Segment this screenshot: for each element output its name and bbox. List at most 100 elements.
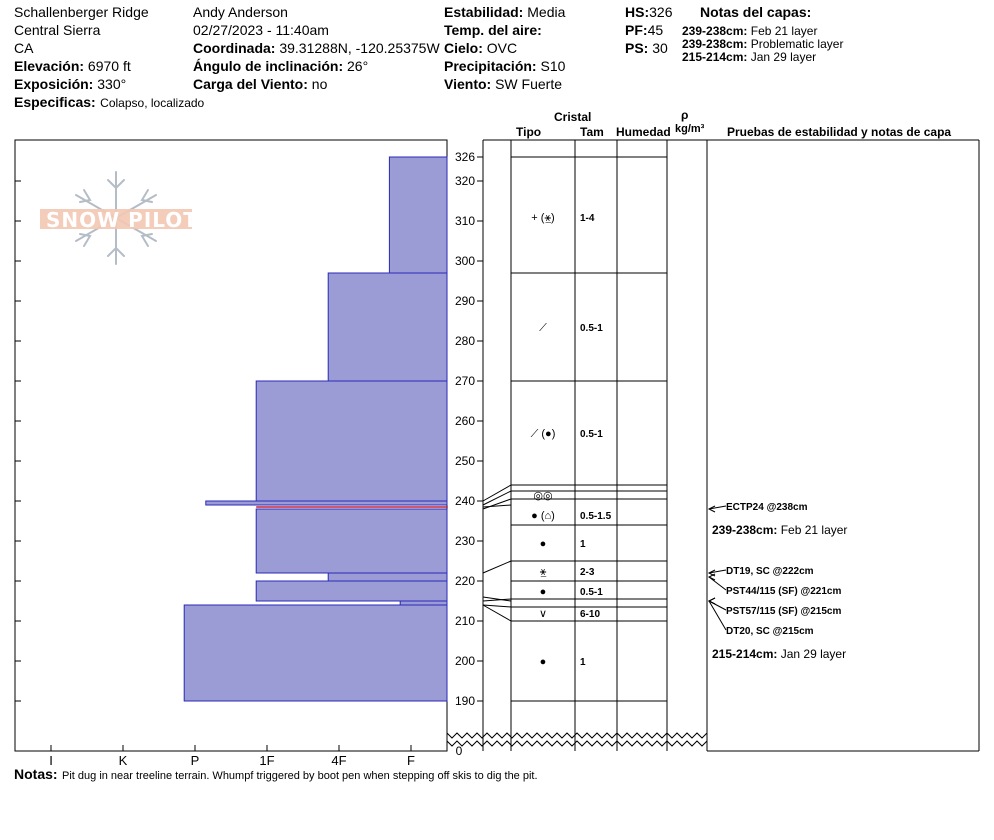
layer-boundary (482, 490, 667, 506)
layer-note-range: 239-238cm: (682, 24, 748, 38)
layer-note-range: 215-214cm: (712, 647, 781, 661)
specifics: Especificas: Colapso, localizado (14, 94, 204, 112)
hardness-tick-label: F (407, 753, 415, 768)
col-cristal: Cristal (554, 110, 592, 124)
layer-note-text: Problematic layer (750, 37, 844, 51)
test-arrow (708, 600, 727, 631)
crystal-type: ● (540, 538, 547, 550)
layer-connector (482, 604, 512, 622)
layer-note-label: 239-238cm: Feb 21 layer (712, 523, 847, 537)
crystal-size: 1 (580, 539, 586, 550)
mountain-range: Central Sierra (14, 22, 101, 38)
crystal-type: ∨ (539, 608, 547, 620)
crystal-size: 6-10 (580, 609, 600, 620)
wind: Viento: SW Fuerte (444, 76, 562, 92)
sky-value: OVC (486, 40, 518, 56)
pf: PF:45 (625, 22, 663, 38)
crystal-type: ⟋ (●) (531, 428, 556, 440)
stability-test-label: DT20, SC @215cm (726, 626, 814, 637)
crystal-type: ◎◎ (533, 490, 552, 502)
incline-label: Ángulo de inclinación: (193, 58, 344, 74)
aspect: Exposición: 330° (14, 76, 126, 92)
ps: PS: 30 (625, 40, 668, 56)
hs: HS:326 (625, 4, 672, 20)
height-tick-label: 300 (455, 254, 475, 268)
crystal-type: ● (⌂) (531, 510, 555, 522)
layer-boundary (482, 598, 667, 602)
wind-load-label: Carga del Viento: (193, 76, 308, 92)
state: CA (14, 40, 34, 56)
wind-value: SW Fuerte (495, 76, 562, 92)
hardness-bar (327, 572, 448, 582)
coord-value: 39.31288N, -120.25375W (279, 40, 440, 56)
layer-note-text: Jan 29 layer (781, 647, 846, 661)
observer: Andy Anderson (193, 4, 288, 20)
stability-value: Media (527, 4, 566, 20)
col-humedad: Humedad (616, 125, 671, 139)
elevation-value: 6970 ft (87, 58, 131, 74)
height-tick-label: 310 (455, 214, 475, 228)
height-tick-label: 240 (455, 494, 475, 508)
crystal-size: 2-3 (580, 567, 595, 578)
pf-label: PF: (625, 22, 648, 38)
snowpilot-logo: SNOW PILOT (38, 168, 197, 268)
hardness-bar (255, 380, 448, 502)
aspect-label: Exposición: (14, 76, 94, 92)
height-tick-label: 220 (455, 574, 475, 588)
notes-label: Notas: (14, 766, 58, 782)
height-tick-label: 190 (455, 694, 475, 708)
test-arrow (708, 505, 727, 510)
crystal-size: 1-4 (580, 213, 595, 224)
sky: Cielo: OVC (444, 40, 517, 56)
air-temp: Temp. del aire: (444, 22, 542, 38)
coord-label: Coordinada: (193, 40, 276, 56)
incline: Ángulo de inclinación: 26° (193, 58, 368, 74)
crystal-type: ● (540, 656, 547, 668)
layer-note-2: 239-238cm: Problematic layer (682, 37, 843, 51)
col-tests: Pruebas de estabilidad y notas de capa (727, 125, 952, 139)
layer-note-text: Feb 21 layer (781, 523, 848, 537)
test-arrow-head (707, 597, 716, 605)
location-name: Schallenberger Ridge (14, 4, 149, 20)
test-arrow (708, 576, 727, 591)
layer-note-3: 215-214cm: Jan 29 layer (682, 50, 816, 64)
layer-note-range: 239-238cm: (682, 37, 748, 51)
height-tick-label: 280 (455, 334, 475, 348)
height-tick-label: 260 (455, 414, 475, 428)
layer-connector (482, 484, 512, 502)
ps-value: 30 (652, 40, 668, 56)
layer-note-label: 215-214cm: Jan 29 layer (712, 647, 846, 661)
coordinates: Coordinada: 39.31288N, -120.25375W (193, 40, 440, 56)
crystal-type: ⚹̲ (540, 566, 547, 578)
layer-note-range: 239-238cm: (712, 523, 781, 537)
wind-load-value: no (311, 76, 328, 92)
hardness-bar (255, 508, 448, 574)
layer-note-range: 215-214cm: (682, 50, 748, 64)
aspect-value: 330° (97, 76, 127, 92)
test-arrow-head (707, 573, 716, 581)
hardness-bar (255, 580, 448, 602)
col-tam: Tam (580, 125, 604, 139)
stability-test-label: DT19, SC @222cm (726, 566, 814, 577)
layer-connector (482, 596, 512, 602)
hardness-tick-label: I (49, 753, 53, 768)
height-tick-label: 230 (455, 534, 475, 548)
hardness-tick-label: 4F (331, 753, 346, 768)
height-tick-label: 290 (455, 294, 475, 308)
height-tick-label: 210 (455, 614, 475, 628)
specifics-value: Colapso, localizado (100, 96, 205, 110)
sky-label: Cielo: (444, 40, 483, 56)
hardness-tick-label: P (191, 753, 200, 768)
air-temp-label: Temp. del aire: (444, 22, 542, 38)
hs-value: 326 (649, 4, 673, 20)
layer-connector (482, 560, 512, 574)
col-rho: ρ (681, 108, 689, 122)
notes: Notas: Pit dug in near treeline terrain.… (14, 766, 538, 784)
test-arrow-head (707, 505, 716, 513)
height-tick-label: 200 (455, 654, 475, 668)
col-tipo: Tipo (516, 125, 542, 139)
precip-value: S10 (540, 58, 566, 74)
hardness-tick-label: 1F (259, 753, 274, 768)
crystal-size: 0.5-1 (580, 429, 603, 440)
height-tick-label: 250 (455, 454, 475, 468)
